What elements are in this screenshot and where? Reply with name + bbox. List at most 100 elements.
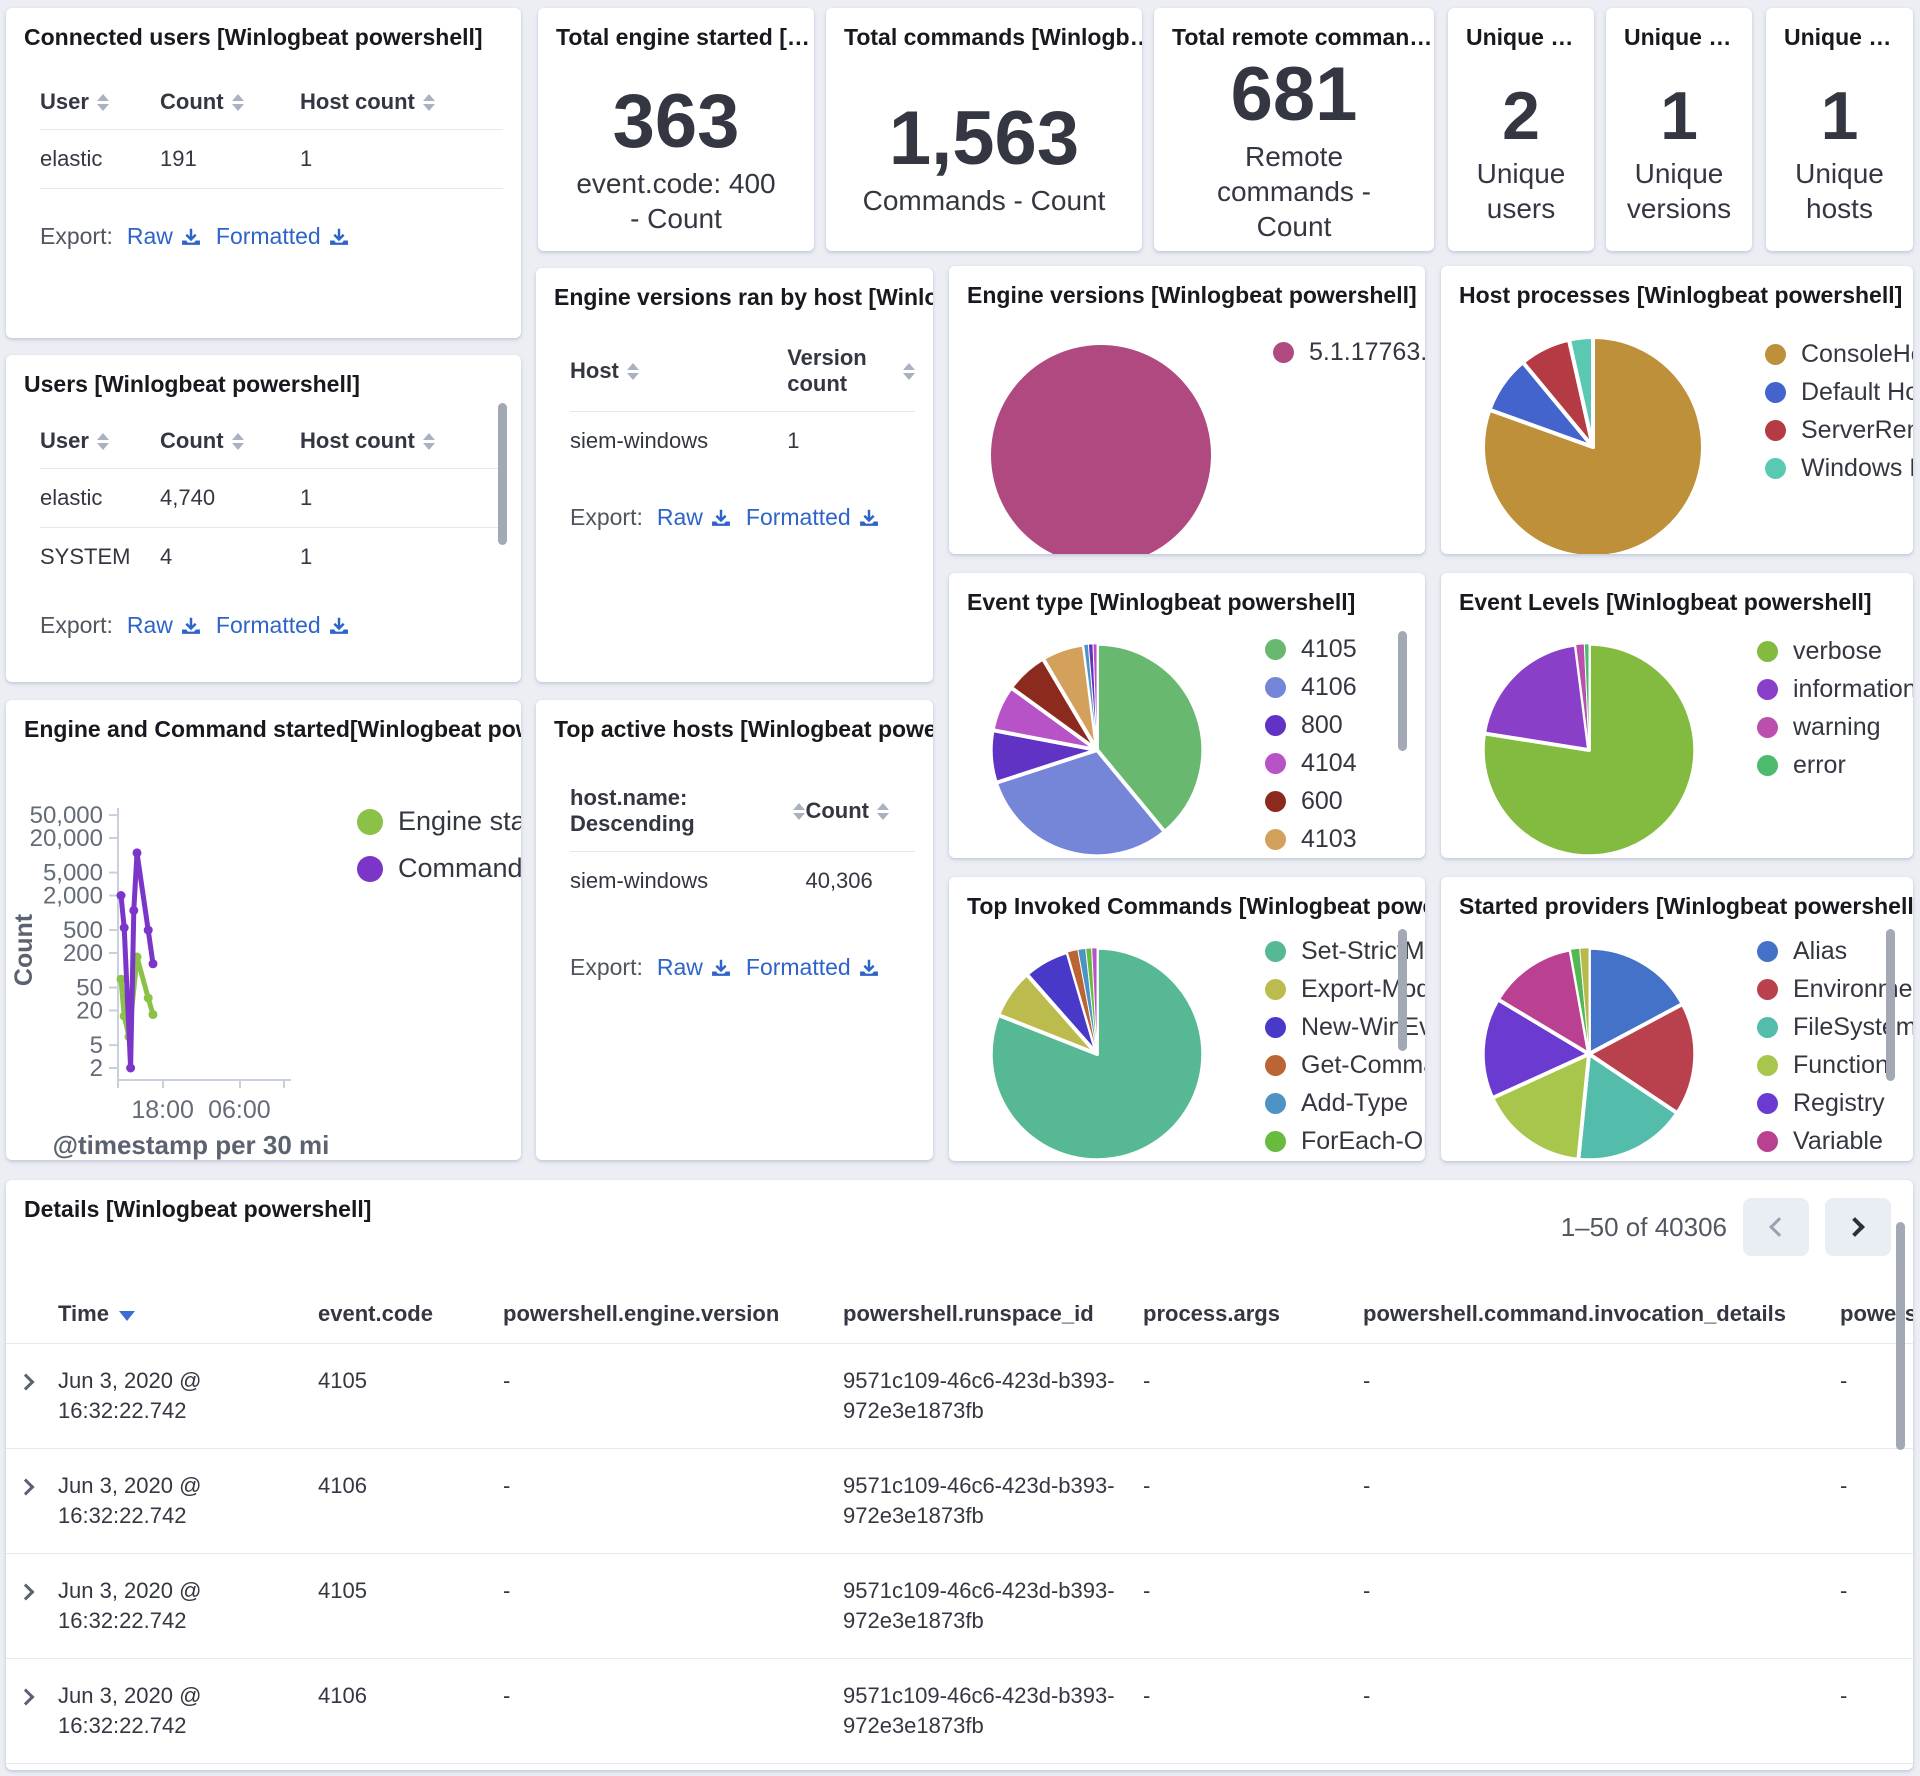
metric-value: 1,563 — [888, 96, 1080, 181]
legend-item[interactable]: information — [1757, 675, 1913, 703]
column-header[interactable]: host.name: Descending — [570, 785, 695, 836]
pie-chart[interactable] — [1477, 942, 1701, 1161]
export-raw-link[interactable]: Raw — [127, 223, 202, 250]
column-header[interactable]: Count — [805, 798, 869, 823]
scrollbar[interactable] — [1896, 1222, 1905, 1450]
legend-item[interactable]: 4104 — [1265, 749, 1357, 777]
legend-item[interactable]: Get-Command — [1265, 1051, 1425, 1079]
column-header[interactable]: Host — [570, 358, 619, 383]
legend-item[interactable]: error — [1757, 751, 1913, 779]
legend-label: Function — [1793, 1051, 1889, 1079]
details-header-row: Time event.code powershell.engine.versio… — [6, 1301, 1913, 1343]
legend-item[interactable]: Windows PowerShel… — [1765, 454, 1913, 482]
svg-text:50: 50 — [76, 975, 103, 1002]
legend-item[interactable]: 4105 — [1265, 635, 1357, 663]
legend-item[interactable]: ConsoleHost — [1765, 340, 1913, 368]
legend-item[interactable]: 600 — [1265, 787, 1357, 815]
column-header[interactable]: Count — [160, 428, 224, 453]
cell-runspace-id: 9571c109-46c6-423d-b393-972e3e1873fb — [843, 1368, 1115, 1423]
legend-swatch-icon — [1265, 677, 1286, 698]
sort-icon[interactable] — [422, 432, 435, 450]
scrollbar[interactable] — [1398, 631, 1407, 751]
legend-item[interactable]: verbose — [1757, 637, 1913, 665]
export-formatted-link[interactable]: Formatted — [746, 954, 880, 981]
column-header[interactable]: event.code — [318, 1301, 433, 1326]
legend-label: 800 — [1301, 711, 1343, 739]
pie-chart[interactable] — [985, 339, 1217, 554]
export-formatted-link[interactable]: Formatted — [216, 612, 350, 639]
legend-item[interactable]: 5.1.17763.1007 — [1273, 338, 1425, 366]
expand-row-icon[interactable] — [17, 1583, 35, 1601]
export-formatted-link[interactable]: Formatted — [216, 223, 350, 250]
sort-icon[interactable] — [626, 362, 639, 380]
column-header[interactable]: User — [40, 428, 89, 453]
legend-label: FileSystem — [1793, 1013, 1913, 1041]
column-header-time[interactable]: Time — [50, 1301, 318, 1327]
expand-row-icon[interactable] — [17, 1478, 35, 1496]
column-header[interactable]: powershell.command.invocation_details — [1363, 1301, 1786, 1326]
legend-item[interactable]: Registry — [1757, 1089, 1913, 1117]
legend-swatch-icon — [1757, 1017, 1778, 1038]
legend-item[interactable]: 4103 — [1265, 825, 1357, 853]
export-raw-link[interactable]: Raw — [127, 612, 202, 639]
legend-item[interactable]: 800 — [1265, 711, 1357, 739]
sort-icon[interactable] — [231, 93, 244, 111]
cell-invocation-details: - — [1363, 1473, 1371, 1498]
scrollbar[interactable] — [1398, 929, 1407, 1051]
next-page-button[interactable] — [1825, 1198, 1891, 1256]
pie-legend: 4105 4106 800 4104 600 4103 — [1265, 635, 1357, 858]
column-header[interactable]: powershell.engine.version — [503, 1301, 780, 1326]
legend-item[interactable]: Alias — [1757, 937, 1913, 965]
legend-swatch-icon — [1273, 342, 1294, 363]
export-raw-link[interactable]: Raw — [657, 504, 732, 531]
column-header[interactable]: powershell.runspace_id — [843, 1301, 1094, 1326]
pie-chart[interactable] — [1477, 331, 1709, 554]
svg-text:200: 200 — [63, 940, 103, 967]
expand-row-icon[interactable] — [17, 1373, 35, 1391]
download-icon — [181, 617, 200, 634]
export-raw-link[interactable]: Raw — [657, 954, 732, 981]
legend-swatch-icon — [1265, 753, 1286, 774]
legend-item[interactable]: Engine started — [357, 806, 521, 836]
column-header[interactable]: Host count — [300, 428, 415, 453]
export-formatted-link[interactable]: Formatted — [746, 504, 880, 531]
pie-legend: 5.1.17763.1007 — [1273, 338, 1425, 554]
cell-time: Jun 3, 2020 @ 16:32:22.742 — [58, 1473, 202, 1528]
column-header[interactable]: Host count — [300, 89, 415, 114]
column-header[interactable]: Count — [160, 89, 224, 114]
legend-swatch-icon — [1265, 1093, 1286, 1114]
column-header[interactable]: User — [40, 89, 89, 114]
sort-icon[interactable] — [793, 802, 806, 820]
sort-icon[interactable] — [96, 432, 109, 450]
legend-item[interactable]: warning — [1757, 713, 1913, 741]
sort-icon[interactable] — [903, 362, 915, 380]
sort-icon[interactable] — [231, 432, 244, 450]
legend-item[interactable]: 4106 — [1265, 673, 1357, 701]
legend-item[interactable]: Default Host — [1765, 378, 1913, 406]
legend-item[interactable]: ForEach-Object — [1265, 1127, 1425, 1155]
legend-item[interactable]: Command started — [357, 853, 521, 883]
column-header[interactable]: process.args — [1143, 1301, 1280, 1326]
expand-row-icon[interactable] — [17, 1688, 35, 1706]
export-label: Export: — [570, 504, 643, 530]
scrollbar[interactable] — [498, 403, 507, 545]
previous-page-button[interactable] — [1743, 1198, 1809, 1256]
legend-item[interactable]: ServerRemoteHost — [1765, 416, 1913, 444]
sort-icon[interactable] — [422, 93, 435, 111]
legend-item[interactable]: Variable — [1757, 1127, 1913, 1155]
sort-icon[interactable] — [877, 802, 889, 820]
cell-user: elastic — [40, 146, 103, 171]
scrollbar[interactable] — [1886, 929, 1895, 1081]
legend-item[interactable]: Function — [1757, 1051, 1913, 1079]
legend-item[interactable]: Add-Type — [1265, 1089, 1425, 1117]
pie-chart[interactable] — [1477, 638, 1701, 858]
column-header[interactable]: Version count — [787, 345, 867, 396]
pie-chart[interactable] — [985, 638, 1209, 858]
pie-legend: verbose information warning error — [1757, 637, 1913, 858]
cell-process-args: - — [1143, 1473, 1151, 1498]
pie-chart[interactable] — [985, 942, 1209, 1161]
sort-icon[interactable] — [96, 93, 109, 111]
panel-unique-hosts: Unique … 1 Unique hosts — [1766, 8, 1913, 251]
cell-invocation-details: - — [1363, 1683, 1371, 1708]
